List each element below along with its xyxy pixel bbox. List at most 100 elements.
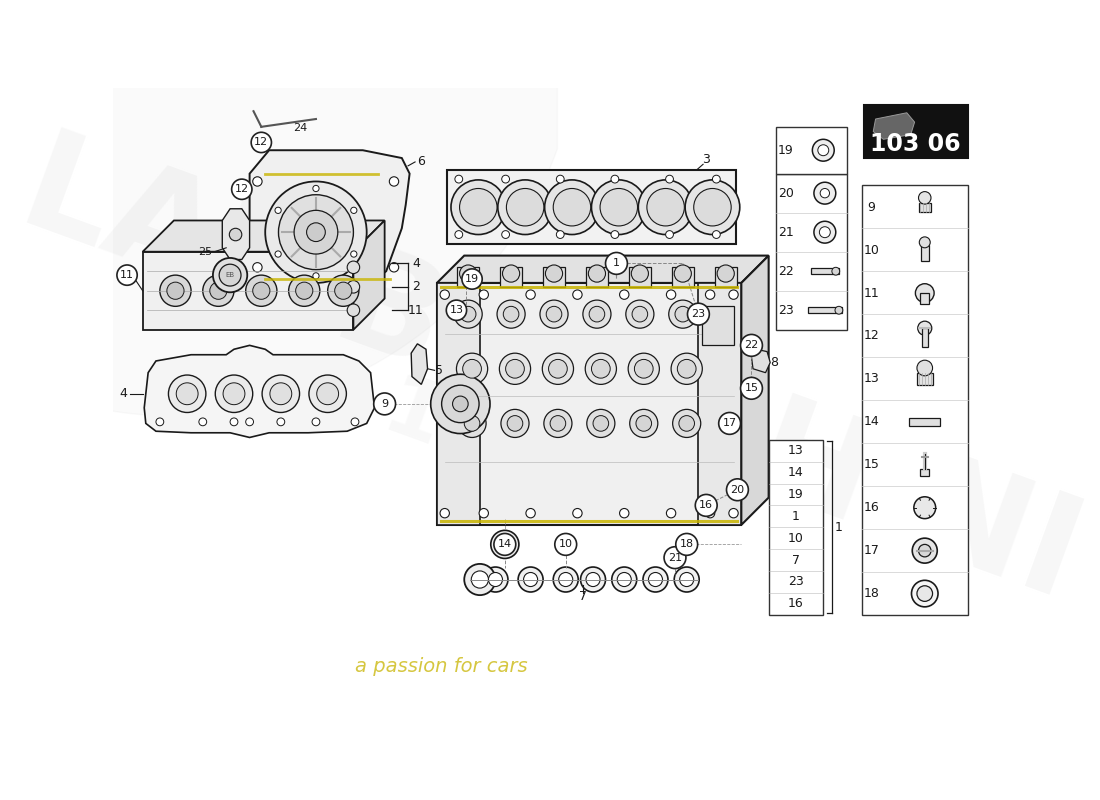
Polygon shape (353, 221, 385, 330)
Circle shape (678, 359, 696, 378)
Circle shape (729, 509, 738, 518)
Circle shape (213, 258, 248, 292)
Circle shape (440, 509, 450, 518)
Text: 11: 11 (864, 286, 880, 299)
Polygon shape (143, 221, 385, 252)
Text: 1: 1 (835, 521, 843, 534)
Circle shape (717, 265, 735, 282)
Circle shape (675, 306, 691, 322)
Circle shape (835, 306, 843, 314)
Bar (921, 246, 928, 261)
Circle shape (679, 416, 694, 431)
Text: 10: 10 (788, 532, 804, 545)
Circle shape (644, 567, 668, 592)
Text: 24: 24 (294, 123, 308, 134)
Circle shape (685, 180, 740, 234)
Text: 9: 9 (381, 399, 388, 409)
Bar (922, 328, 928, 347)
Polygon shape (437, 283, 741, 525)
Polygon shape (437, 256, 769, 283)
Circle shape (460, 189, 497, 226)
Circle shape (210, 282, 227, 299)
Circle shape (553, 567, 579, 592)
Circle shape (917, 321, 932, 335)
Text: 23: 23 (691, 309, 705, 319)
Circle shape (348, 304, 360, 317)
Bar (807, 307, 842, 314)
Text: 11: 11 (120, 270, 134, 280)
Circle shape (440, 290, 450, 299)
Circle shape (497, 537, 513, 552)
Circle shape (471, 571, 488, 588)
Text: 12: 12 (254, 138, 268, 147)
Circle shape (674, 567, 700, 592)
Circle shape (245, 275, 277, 306)
Circle shape (312, 418, 320, 426)
Text: 20: 20 (730, 485, 745, 494)
Circle shape (540, 300, 568, 328)
Circle shape (664, 546, 686, 569)
Circle shape (278, 194, 353, 270)
Circle shape (232, 179, 252, 199)
Circle shape (500, 410, 529, 438)
Circle shape (666, 230, 673, 238)
Text: 14: 14 (788, 466, 804, 479)
Circle shape (605, 253, 627, 274)
Text: 14: 14 (498, 539, 512, 550)
Bar (586, 267, 608, 287)
Circle shape (915, 284, 934, 302)
Circle shape (559, 573, 573, 586)
Text: 15: 15 (864, 458, 880, 471)
Circle shape (160, 275, 191, 306)
Text: 10: 10 (864, 244, 880, 257)
Circle shape (447, 300, 466, 320)
Circle shape (219, 264, 241, 286)
Text: 1: 1 (613, 258, 620, 269)
Bar (715, 267, 737, 287)
Circle shape (917, 586, 933, 602)
Circle shape (638, 180, 693, 234)
Circle shape (918, 544, 931, 557)
Bar (777, 127, 847, 174)
Circle shape (452, 396, 469, 412)
Polygon shape (751, 350, 770, 373)
Text: 16: 16 (788, 598, 804, 610)
Circle shape (275, 251, 282, 257)
Text: 8: 8 (770, 356, 778, 369)
Circle shape (553, 189, 591, 226)
Circle shape (649, 573, 662, 586)
Text: 12: 12 (864, 330, 880, 342)
Circle shape (455, 175, 463, 183)
Text: 13: 13 (864, 373, 880, 386)
Circle shape (503, 265, 519, 282)
Circle shape (675, 534, 697, 555)
Circle shape (506, 189, 543, 226)
Circle shape (557, 175, 564, 183)
Text: 21: 21 (778, 226, 794, 238)
Circle shape (601, 189, 638, 226)
Circle shape (918, 192, 931, 204)
Circle shape (441, 385, 480, 422)
Circle shape (667, 509, 675, 518)
Circle shape (632, 306, 648, 322)
Circle shape (463, 359, 482, 378)
Circle shape (636, 416, 651, 431)
Circle shape (817, 145, 828, 156)
Circle shape (202, 275, 234, 306)
Circle shape (253, 282, 270, 299)
Circle shape (619, 290, 629, 299)
Circle shape (351, 418, 359, 426)
Circle shape (588, 265, 605, 282)
Circle shape (581, 567, 605, 592)
Circle shape (695, 494, 717, 516)
Bar (918, 202, 931, 212)
Circle shape (629, 410, 658, 438)
Text: 13: 13 (450, 306, 463, 315)
Polygon shape (222, 209, 250, 259)
Circle shape (813, 139, 834, 161)
Circle shape (694, 189, 732, 226)
Text: 12: 12 (234, 184, 249, 194)
Circle shape (612, 567, 637, 592)
Text: 11: 11 (408, 304, 424, 317)
Circle shape (550, 416, 565, 431)
